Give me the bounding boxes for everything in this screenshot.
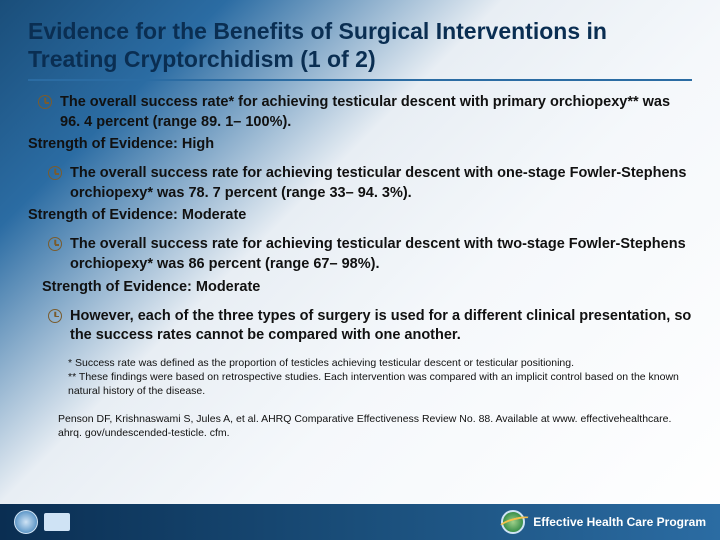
clock-icon: [48, 166, 62, 180]
slide: Evidence for the Benefits of Surgical In…: [0, 0, 720, 540]
bullet-item: The overall success rate for achieving t…: [28, 164, 692, 203]
bullet-text: However, each of the three types of surg…: [70, 307, 692, 346]
bullet-item: The overall success rate* for achieving …: [28, 93, 692, 132]
swoosh-icon: [498, 514, 533, 532]
citation: Penson DF, Krishnaswami S, Jules A, et a…: [58, 412, 692, 440]
bullet-text: The overall success rate for achieving t…: [70, 164, 692, 203]
strength-of-evidence: Strength of Evidence: High: [28, 136, 692, 152]
clock-icon: [48, 309, 62, 323]
clock-icon: [38, 95, 52, 109]
hhs-seal-icon: [14, 510, 38, 534]
bullet-text: The overall success rate* for achieving …: [60, 93, 692, 132]
bullet-text: The overall success rate for achieving t…: [70, 235, 692, 274]
globe-icon: [501, 510, 525, 534]
clock-icon: [48, 237, 62, 251]
bullet-item: However, each of the three types of surg…: [28, 307, 692, 346]
program-label: Effective Health Care Program: [533, 515, 706, 529]
ahrq-logo-icon: [44, 513, 70, 531]
footer-bar: Effective Health Care Program: [0, 504, 720, 540]
strength-of-evidence: Strength of Evidence: Moderate: [28, 207, 692, 223]
footer-left: [14, 510, 70, 534]
strength-of-evidence: Strength of Evidence: Moderate: [28, 279, 692, 295]
footer-right: Effective Health Care Program: [501, 510, 706, 534]
footnote-line: ** These findings were based on retrospe…: [68, 370, 692, 398]
bullet-item: The overall success rate for achieving t…: [28, 235, 692, 274]
slide-title: Evidence for the Benefits of Surgical In…: [28, 18, 692, 81]
footnote: * Success rate was defined as the propor…: [68, 356, 692, 399]
footnote-line: * Success rate was defined as the propor…: [68, 356, 692, 370]
